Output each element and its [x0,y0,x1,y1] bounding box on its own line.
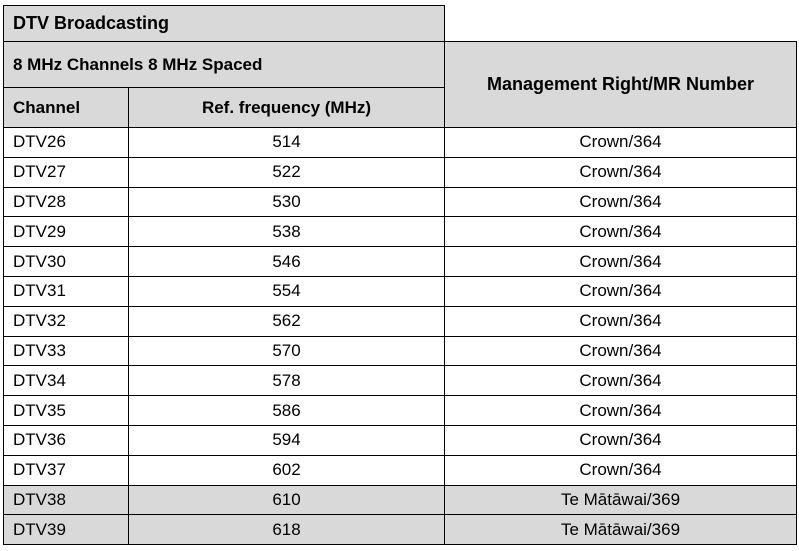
table-row: DTV33 570 Crown/364 [3,335,797,367]
frequency-cell: 594 [128,424,445,456]
management-right-cell: Crown/364 [444,127,797,158]
table-row: DTV37 602 Crown/364 [3,454,797,486]
table-title: DTV Broadcasting [3,5,445,42]
channel-cell: DTV34 [3,365,129,397]
frequency-cell: 530 [128,186,445,218]
frequency-cell: 522 [128,156,445,188]
management-right-cell: Crown/364 [444,246,797,277]
table-row: DTV32 562 Crown/364 [3,305,797,337]
table-row: DTV38 610 Te Mātāwai/369 [3,484,797,516]
management-right-cell: Crown/364 [444,365,797,397]
frequency-cell: 562 [128,305,445,337]
table-row: DTV28 530 Crown/364 [3,186,797,218]
channel-cell: DTV32 [3,305,129,337]
channel-cell: DTV39 [3,514,129,546]
frequency-cell: 514 [128,127,445,158]
frequency-cell: 546 [128,246,445,277]
management-right-header: Management Right/MR Number [444,41,797,128]
subtitle-row: 8 MHz Channels 8 MHz Spaced Management R… [3,41,797,128]
frequency-header: Ref. frequency (MHz) [128,87,445,128]
management-right-cell: Crown/364 [444,424,797,456]
channel-header: Channel [3,87,129,128]
table-row: DTV35 586 Crown/364 [3,395,797,426]
frequency-cell: 618 [128,514,445,546]
management-right-cell: Crown/364 [444,275,797,307]
frequency-cell: 602 [128,454,445,486]
management-right-cell: Crown/364 [444,156,797,188]
management-right-cell: Te Mātāwai/369 [444,484,797,516]
table-subtitle: 8 MHz Channels 8 MHz Spaced [3,41,445,88]
table-row: DTV31 554 Crown/364 [3,275,797,307]
frequency-cell: 578 [128,365,445,397]
table-row: DTV29 538 Crown/364 [3,216,797,248]
management-right-cell: Crown/364 [444,335,797,367]
management-right-cell: Crown/364 [444,186,797,218]
channel-cell: DTV29 [3,216,129,248]
management-right-cell: Crown/364 [444,216,797,248]
frequency-cell: 610 [128,484,445,516]
table-row: DTV26 514 Crown/364 [3,127,797,158]
channel-cell: DTV37 [3,454,129,486]
frequency-cell: 570 [128,335,445,367]
channel-cell: DTV26 [3,127,129,158]
table-row: DTV34 578 Crown/364 [3,365,797,397]
channel-cell: DTV35 [3,395,129,426]
channel-cell: DTV36 [3,424,129,456]
management-right-cell: Te Mātāwai/369 [444,514,797,546]
channel-cell: DTV28 [3,186,129,218]
management-right-cell: Crown/364 [444,395,797,426]
table-row: DTV27 522 Crown/364 [3,156,797,188]
table-row: DTV39 618 Te Mātāwai/369 [3,514,797,546]
channel-cell: DTV27 [3,156,129,188]
table-row: DTV30 546 Crown/364 [3,246,797,277]
table-row: DTV36 594 Crown/364 [3,424,797,456]
frequency-cell: 538 [128,216,445,248]
channel-cell: DTV31 [3,275,129,307]
title-row: DTV Broadcasting [3,5,797,42]
blank-corner [444,5,797,42]
dtv-broadcasting-table: DTV Broadcasting 8 MHz Channels 8 MHz Sp… [3,5,797,546]
column-header-row: Channel Ref. frequency (MHz) [3,87,797,128]
channel-cell: DTV30 [3,246,129,277]
channel-cell: DTV33 [3,335,129,367]
frequency-cell: 586 [128,395,445,426]
frequency-cell: 554 [128,275,445,307]
management-right-cell: Crown/364 [444,454,797,486]
management-right-cell: Crown/364 [444,305,797,337]
channel-cell: DTV38 [3,484,129,516]
